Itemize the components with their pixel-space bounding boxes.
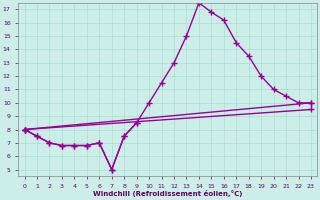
X-axis label: Windchill (Refroidissement éolien,°C): Windchill (Refroidissement éolien,°C): [93, 190, 243, 197]
